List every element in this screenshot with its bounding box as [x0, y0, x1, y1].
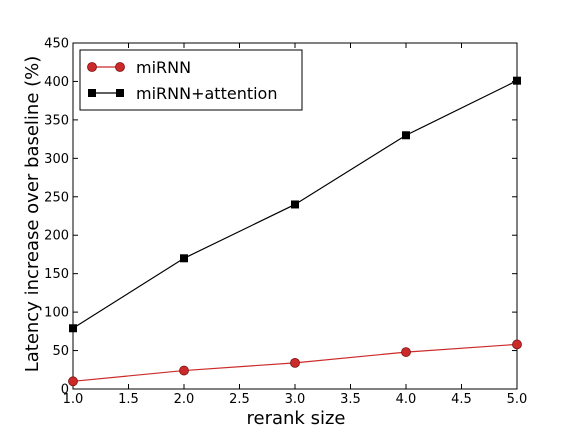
data-point-mirnn — [68, 376, 78, 387]
data-point-mirnn — [512, 339, 522, 350]
data-point-mirnn-attention — [402, 131, 410, 140]
data-point-mirnn-attention — [291, 200, 299, 209]
legend-label-mirnn: miRNN — [136, 58, 191, 77]
y-tick-label: 350 — [44, 113, 69, 128]
y-tick-label: 50 — [52, 344, 69, 359]
legend-label-mirnn-attention: miRNN+attention — [136, 84, 277, 103]
y-tick-label: 200 — [44, 229, 69, 244]
legend-box — [79, 49, 303, 111]
x-tick-label: 1.0 — [63, 392, 84, 407]
x-tick-label: 4.0 — [396, 392, 417, 407]
y-tick-label: 150 — [44, 267, 69, 282]
y-tick-label: 100 — [44, 306, 69, 321]
y-tick-label: 400 — [44, 75, 69, 90]
data-point-mirnn-attention — [69, 324, 77, 333]
data-point-mirnn — [179, 365, 189, 376]
legend-marker-mirnn — [87, 62, 97, 72]
legend-marker-mirnn-attention — [88, 89, 96, 97]
plot-layer: 1.0 1.5 2.0 2.5 3.0 3.5 4.0 4.5 5.0 0 50 100 150 200 2… — [44, 37, 527, 408]
data-point-mirnn — [290, 357, 300, 368]
data-point-mirnn-attention — [180, 254, 188, 263]
y-tick-label: 0 — [61, 383, 69, 398]
y-tick-label: 250 — [44, 190, 69, 205]
y-tick-label: 300 — [44, 152, 69, 167]
x-tick-label: 3.5 — [340, 392, 361, 407]
x-tick-label: 2.5 — [229, 392, 250, 407]
legend: miRNN miRNN+attention — [79, 49, 303, 111]
legend-marker-mirnn — [115, 62, 125, 72]
legend-marker-mirnn-attention — [116, 89, 124, 97]
y-tick-label: 450 — [44, 37, 69, 52]
data-point-mirnn — [401, 347, 411, 357]
x-tick-label: 3.0 — [285, 392, 306, 407]
x-tick-label: 2.0 — [174, 392, 195, 407]
x-tick-label: 5.0 — [507, 392, 528, 407]
y-axis-title: Latency increase over baseline (%) — [22, 56, 43, 373]
data-point-mirnn-attention — [513, 76, 521, 85]
x-axis-title: rerank size — [247, 408, 346, 429]
x-tick-label: 4.5 — [451, 392, 472, 407]
x-tick-label: 1.5 — [118, 392, 139, 407]
